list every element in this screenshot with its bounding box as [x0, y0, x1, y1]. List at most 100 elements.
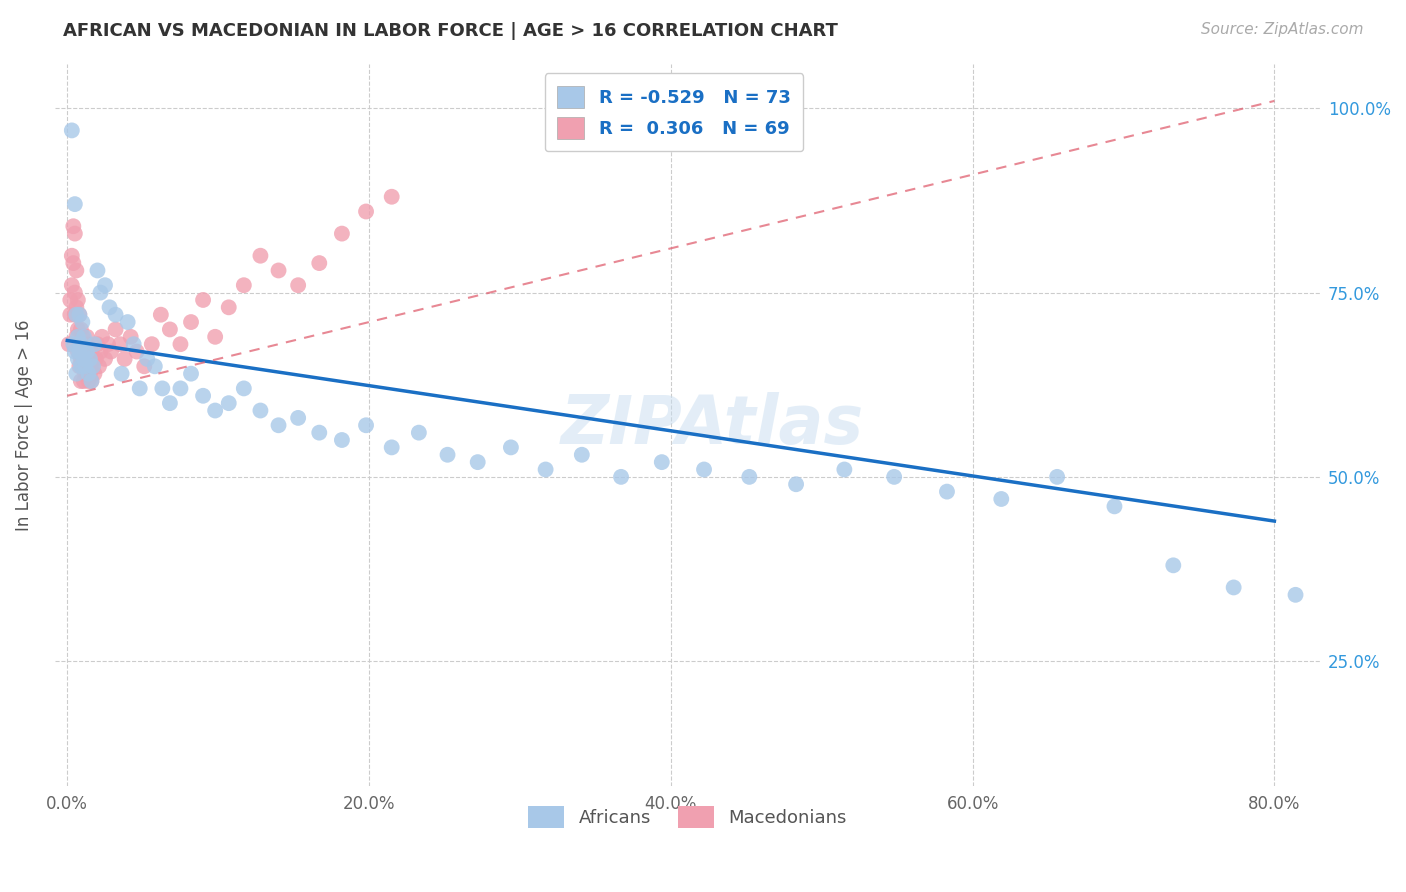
Point: [63, 227, 86, 241]
Point: [94, 351, 117, 366]
Point: [89, 285, 111, 300]
Point: [79, 351, 101, 366]
Point: [75, 359, 97, 374]
Point: [287, 278, 309, 293]
Point: [59, 293, 82, 307]
Point: [70, 351, 93, 366]
Point: [72, 344, 94, 359]
Point: [143, 359, 166, 374]
Point: [79, 351, 101, 366]
Point: [1104, 500, 1126, 514]
Point: [73, 351, 96, 366]
Point: [381, 190, 404, 204]
Point: [80, 374, 103, 388]
Point: [75, 367, 97, 381]
Point: [87, 359, 110, 374]
Point: [67, 337, 90, 351]
Point: [76, 359, 98, 374]
Point: [354, 418, 377, 433]
Point: [97, 337, 120, 351]
Point: [70, 374, 93, 388]
Point: [104, 322, 127, 336]
Point: [738, 470, 761, 484]
Point: [693, 462, 716, 476]
Point: [218, 396, 240, 410]
Point: [883, 470, 905, 484]
Point: [67, 308, 90, 322]
Point: [86, 337, 108, 351]
Point: [499, 441, 522, 455]
Point: [100, 344, 122, 359]
Point: [1284, 588, 1306, 602]
Point: [82, 359, 104, 374]
Point: [150, 381, 173, 395]
Point: [159, 322, 181, 336]
Point: [63, 285, 86, 300]
Point: [308, 256, 330, 270]
Point: [1046, 470, 1069, 484]
Point: [141, 337, 163, 351]
Point: [65, 263, 87, 277]
Point: [128, 381, 150, 395]
Point: [80, 344, 103, 359]
Point: [77, 367, 100, 381]
Point: [330, 433, 353, 447]
Point: [77, 374, 100, 388]
Point: [467, 455, 489, 469]
Point: [94, 278, 117, 293]
Point: [67, 344, 90, 359]
Point: [180, 315, 202, 329]
Point: [249, 403, 271, 417]
Text: Source: ZipAtlas.com: Source: ZipAtlas.com: [1201, 22, 1364, 37]
Point: [62, 219, 84, 234]
Point: [785, 477, 807, 491]
Point: [308, 425, 330, 440]
Point: [60, 278, 83, 293]
Point: [83, 367, 105, 381]
Point: [62, 337, 84, 351]
Point: [73, 330, 96, 344]
Point: [204, 330, 226, 344]
Point: [65, 367, 87, 381]
Point: [65, 301, 87, 315]
Point: [218, 301, 240, 315]
Point: [381, 441, 404, 455]
Point: [110, 367, 132, 381]
Point: [990, 491, 1012, 506]
Point: [436, 448, 458, 462]
Point: [267, 418, 290, 433]
Point: [72, 330, 94, 344]
Point: [89, 344, 111, 359]
Point: [651, 455, 673, 469]
Point: [65, 308, 87, 322]
Point: [66, 351, 89, 366]
Point: [70, 359, 93, 374]
Point: [108, 337, 131, 351]
Point: [1222, 581, 1244, 595]
Text: ZIPAtlas: ZIPAtlas: [561, 392, 865, 458]
Point: [73, 351, 96, 366]
Point: [84, 351, 107, 366]
Point: [67, 359, 90, 374]
Point: [169, 337, 191, 351]
Point: [60, 249, 83, 263]
Point: [169, 381, 191, 395]
Point: [63, 197, 86, 211]
Point: [330, 227, 353, 241]
Point: [354, 204, 377, 219]
Point: [63, 308, 86, 322]
Point: [77, 337, 100, 351]
Point: [159, 396, 181, 410]
Point: [249, 249, 271, 263]
Point: [60, 123, 83, 137]
Point: [149, 308, 172, 322]
Y-axis label: In Labor Force | Age > 16: In Labor Force | Age > 16: [15, 319, 32, 531]
Point: [58, 337, 80, 351]
Point: [66, 293, 89, 307]
Point: [79, 367, 101, 381]
Point: [76, 330, 98, 344]
Point: [76, 344, 98, 359]
Point: [82, 359, 104, 374]
Point: [70, 322, 93, 336]
Point: [73, 374, 96, 388]
